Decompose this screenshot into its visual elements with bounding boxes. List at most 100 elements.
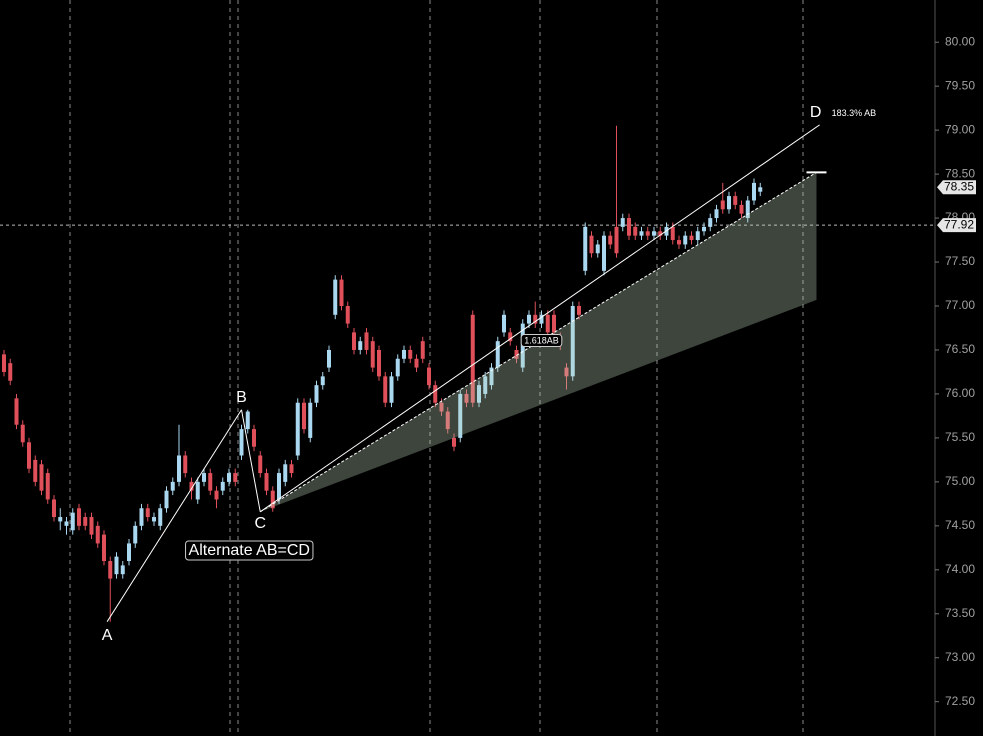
y-tick-label: 77.50: [945, 254, 975, 268]
candle-body: [470, 314, 475, 403]
pattern-name-box: [185, 540, 314, 561]
candle-body: [445, 411, 450, 430]
candle-body: [352, 332, 356, 350]
candle-body: [658, 231, 663, 236]
candle-body: [545, 314, 550, 333]
candle-body: [320, 376, 325, 386]
candle-body: [339, 279, 344, 307]
candle-body: [539, 314, 544, 324]
candle-body: [70, 512, 75, 531]
candle-body: [564, 367, 569, 377]
candle-body: [389, 376, 394, 403]
candle-body: [152, 517, 156, 522]
y-tick-label: 78.50: [945, 166, 975, 180]
candle-body: [64, 521, 69, 526]
pattern-leg: [259, 124, 820, 513]
y-tick-label: 73.00: [945, 650, 975, 664]
candle-body: [358, 341, 363, 350]
candle-body: [733, 196, 738, 205]
candle-body: [527, 314, 531, 324]
candle-body: [189, 481, 194, 491]
candle-body: [158, 508, 163, 526]
price-flag-label: 77.92: [944, 217, 974, 231]
candle-body: [502, 314, 506, 333]
candle-body: [77, 508, 81, 526]
candle-body: [20, 424, 25, 443]
candle-body: [295, 402, 300, 456]
candle-body: [583, 226, 588, 271]
candle-body: [495, 341, 500, 368]
y-tick-label: 75.00: [945, 474, 975, 488]
candle-body: [95, 525, 100, 544]
candle-body: [195, 481, 200, 500]
candle-body: [708, 218, 713, 227]
candle-body: [327, 349, 331, 368]
candle-body: [745, 200, 750, 219]
candle-body: [58, 517, 63, 522]
candle-body: [377, 349, 381, 377]
y-tick-label: 74.00: [945, 562, 975, 576]
candle-body: [333, 279, 338, 315]
candle-body: [408, 349, 413, 359]
candle-body: [639, 231, 644, 236]
y-tick-label: 74.50: [945, 518, 975, 532]
y-tick-label: 77.00: [945, 298, 975, 312]
candle-body: [645, 231, 650, 236]
candle-body: [739, 204, 744, 214]
y-tick-label: 79.50: [945, 78, 975, 92]
candle-body: [683, 235, 688, 245]
candle-body: [477, 385, 481, 403]
y-tick-label: 80.00: [945, 34, 975, 48]
pattern-leg: [106, 409, 242, 622]
candle-body: [39, 464, 44, 491]
candle-body: [120, 565, 125, 575]
candle-body: [302, 402, 306, 430]
candle-body: [108, 561, 113, 579]
y-tick-label: 73.50: [945, 606, 975, 620]
candle-body: [752, 182, 756, 201]
candle-body: [245, 411, 250, 430]
candle-body: [714, 209, 719, 219]
candle-body: [270, 490, 275, 509]
candle-body: [345, 306, 350, 324]
candle-body: [452, 437, 456, 447]
candle-body: [620, 218, 625, 227]
candle-body: [308, 402, 313, 438]
candle-body: [395, 358, 400, 377]
y-tick-label: 75.50: [945, 430, 975, 444]
pattern-point-label: B: [236, 389, 247, 406]
candle-body: [552, 314, 556, 333]
price-flag: [937, 218, 976, 233]
price-flag: [937, 180, 976, 195]
candle-body: [8, 363, 13, 381]
candle-body: [164, 490, 169, 509]
candle-body: [508, 332, 513, 342]
candle-body: [102, 534, 106, 562]
candle-body: [427, 367, 431, 386]
pattern-point-label: A: [102, 627, 113, 644]
candle-body: [364, 332, 369, 350]
candle-body: [52, 499, 56, 518]
candle-body: [27, 442, 31, 469]
pattern-name-text: Alternate AB=CD: [189, 542, 310, 559]
candle-body: [483, 376, 488, 394]
y-tick-label: 72.50: [945, 694, 975, 708]
candle-body: [689, 235, 694, 241]
candle-body: [670, 226, 675, 241]
candle-body: [602, 235, 606, 271]
candle-body: [127, 543, 131, 562]
pattern-name: Alternate AB=CD: [185, 540, 314, 561]
candle-body: [614, 226, 619, 254]
pattern-d-note: 183.3% AB: [832, 108, 877, 118]
candle-body: [595, 244, 600, 254]
candle-body: [314, 385, 319, 403]
candle-body: [514, 349, 519, 359]
candles: [2, 125, 763, 622]
candle-body: [145, 508, 150, 518]
candle-body: [702, 226, 706, 232]
candle-body: [577, 306, 581, 315]
candle-body: [489, 367, 494, 386]
candle-body: [420, 341, 425, 359]
ratio-label-text: 1.618AB: [524, 336, 559, 346]
